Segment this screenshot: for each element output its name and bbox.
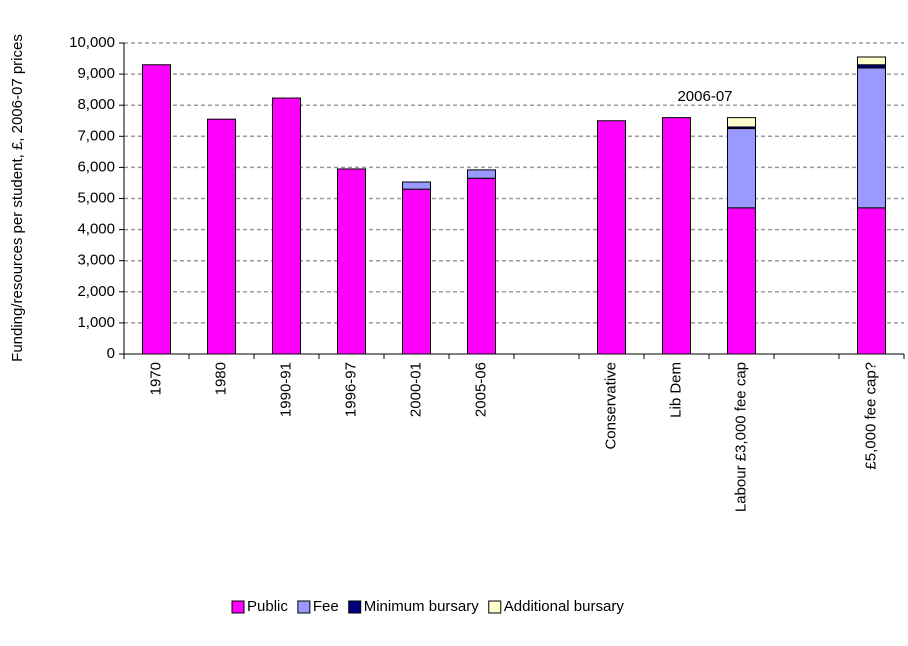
y-tick-label: 7,000 [77, 127, 115, 144]
legend-swatch [488, 600, 502, 614]
bar-segment [467, 177, 496, 355]
x-tick-label: Labour £3,000 fee cap [732, 362, 749, 512]
bar-segment [857, 67, 886, 209]
x-tick-label: Lib Dem [667, 362, 684, 418]
x-tick-label: 2000-01 [407, 362, 424, 417]
annotation: 2006-07 [677, 88, 732, 105]
legend-label: Additional bursary [504, 598, 625, 615]
bar-segment [207, 118, 236, 355]
y-tick-label: 5,000 [77, 189, 115, 206]
bar-segment [402, 188, 431, 355]
y-tick-label: 4,000 [77, 221, 115, 238]
legend-swatch [348, 600, 362, 614]
legend-label: Minimum bursary [364, 598, 480, 615]
y-tick-label: 8,000 [77, 96, 115, 113]
legend-label: Fee [313, 598, 339, 615]
y-tick-label: 2,000 [77, 283, 115, 300]
y-tick-label: 1,000 [77, 314, 115, 331]
x-tick-label: 1970 [147, 362, 164, 395]
bar-segment [402, 181, 431, 190]
bar-segment [727, 207, 756, 355]
x-tick-label: 2005-06 [472, 362, 489, 417]
y-axis-label: Funding/resources per student, £, 2006-0… [9, 34, 26, 362]
x-tick-label: 1990-91 [277, 362, 294, 417]
bar-segment [662, 117, 691, 355]
bar-segment [337, 168, 366, 355]
bar-segment [857, 207, 886, 355]
legend-label: Public [247, 598, 288, 615]
x-tick-label: 1996-97 [342, 362, 359, 417]
y-tick-label: 9,000 [77, 65, 115, 82]
bar-segment [142, 64, 171, 355]
legend-swatch [231, 600, 245, 614]
y-tick-label: 10,000 [69, 34, 115, 51]
y-tick-label: 0 [107, 345, 115, 362]
x-tick-label: Conservative [602, 362, 619, 450]
bar-segment [727, 128, 756, 209]
y-tick-label: 3,000 [77, 252, 115, 269]
x-tick-label: 1980 [212, 362, 229, 395]
bar-segment [857, 56, 886, 66]
bar-segment [597, 120, 626, 355]
bar-segment [727, 117, 756, 128]
x-tick-label: £5,000 fee cap? [862, 362, 879, 470]
bar-segment [272, 97, 301, 355]
legend-swatch [297, 600, 311, 614]
y-tick-label: 6,000 [77, 158, 115, 175]
bar-segment [467, 169, 496, 179]
